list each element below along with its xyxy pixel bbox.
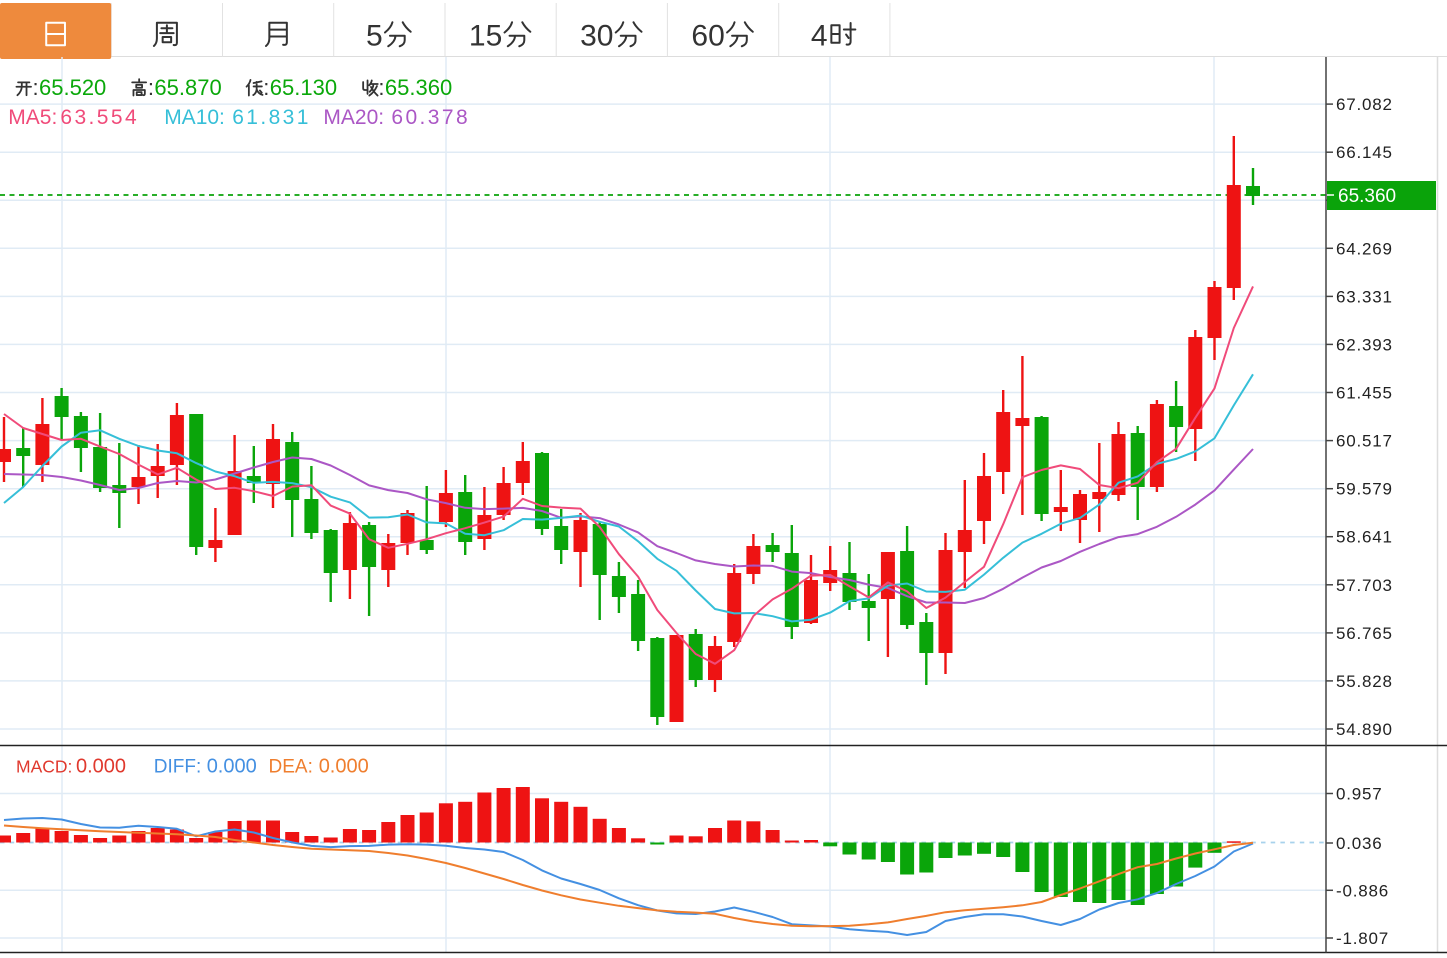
svg-text::: :: [263, 75, 269, 100]
svg-text:65.130: 65.130: [270, 75, 337, 100]
svg-text:65.870: 65.870: [154, 75, 221, 100]
svg-text:MACD:: MACD:: [16, 757, 72, 777]
svg-text:DIFF:: DIFF:: [154, 757, 202, 778]
svg-text::: :: [378, 75, 384, 100]
svg-text:65.520: 65.520: [39, 75, 106, 100]
svg-text:60.378: 60.378: [391, 106, 470, 129]
svg-text:0.000: 0.000: [207, 756, 257, 778]
svg-text:0.000: 0.000: [319, 756, 369, 778]
svg-text:-0.886: -0.886: [1336, 881, 1389, 900]
svg-text:56.765: 56.765: [1336, 624, 1393, 643]
svg-text:67.082: 67.082: [1336, 95, 1393, 114]
svg-text:0.000: 0.000: [76, 756, 126, 778]
svg-text:4: 4: [811, 20, 828, 53]
svg-text:DEA:: DEA:: [269, 757, 313, 778]
svg-text:66.145: 66.145: [1336, 143, 1393, 162]
svg-text:59.579: 59.579: [1336, 480, 1393, 499]
svg-text:60: 60: [691, 20, 724, 53]
svg-text:63.331: 63.331: [1336, 287, 1393, 306]
svg-text:62.393: 62.393: [1336, 335, 1393, 354]
svg-text::: :: [148, 75, 154, 100]
svg-text:55.828: 55.828: [1336, 672, 1393, 691]
svg-text:63.554: 63.554: [60, 106, 139, 129]
svg-text:-1.807: -1.807: [1336, 929, 1389, 948]
svg-text:65.360: 65.360: [385, 75, 452, 100]
svg-text:54.890: 54.890: [1336, 720, 1393, 739]
svg-text:MA5:: MA5:: [8, 106, 57, 129]
svg-text:64.269: 64.269: [1336, 239, 1393, 258]
svg-text:30: 30: [580, 20, 613, 53]
svg-text:61.455: 61.455: [1336, 384, 1393, 403]
svg-text:MA10:: MA10:: [164, 106, 225, 129]
svg-text:60.517: 60.517: [1336, 432, 1393, 451]
svg-text:MA20:: MA20:: [323, 106, 384, 129]
svg-text:57.703: 57.703: [1336, 576, 1393, 595]
svg-text:0.036: 0.036: [1336, 834, 1383, 853]
svg-text:0.957: 0.957: [1336, 785, 1383, 804]
svg-text:58.641: 58.641: [1336, 528, 1393, 547]
svg-text:65.360: 65.360: [1338, 186, 1396, 207]
svg-text:61.831: 61.831: [232, 106, 311, 129]
svg-text::: :: [33, 75, 39, 100]
svg-text:5: 5: [366, 20, 383, 53]
svg-text:15: 15: [469, 20, 502, 53]
